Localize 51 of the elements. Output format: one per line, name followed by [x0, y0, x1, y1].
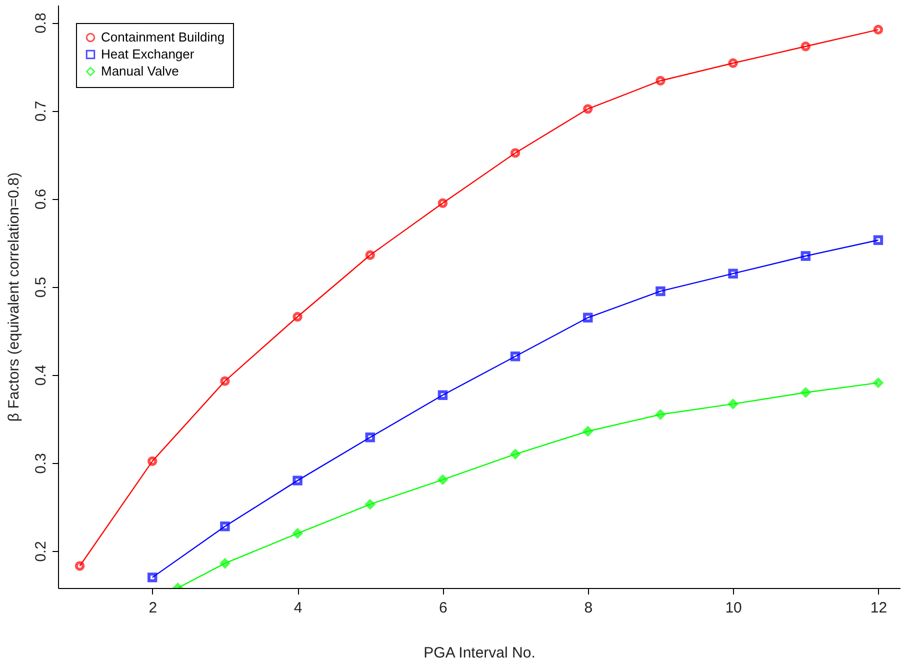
point — [656, 410, 666, 420]
point — [510, 449, 520, 459]
point — [74, 561, 85, 571]
x-tick-label: 8 — [584, 600, 593, 616]
x-axis-title: PGA Interval No. — [424, 644, 536, 662]
x-tick-label: 2 — [148, 600, 158, 616]
point — [438, 198, 448, 208]
point — [800, 251, 810, 261]
point — [438, 474, 448, 485]
point — [873, 378, 884, 388]
x-tick-label: 4 — [294, 600, 302, 616]
y-tick-label: 0.2 — [32, 541, 50, 562]
legend-label: Manual Valve — [101, 64, 179, 78]
point — [365, 432, 375, 442]
point — [583, 312, 593, 322]
y-tick-label: 0.8 — [32, 12, 50, 34]
x-tick-label: 10 — [725, 600, 742, 616]
point — [728, 58, 738, 68]
point — [728, 399, 738, 409]
point — [583, 426, 593, 436]
y-axis-title: β Factors (equivalent correlation=0.8) — [6, 172, 22, 422]
point — [510, 148, 520, 158]
x-tick-label: 6 — [439, 600, 448, 616]
point — [656, 76, 666, 86]
point — [728, 268, 738, 278]
y-tick-label: 0.3 — [32, 453, 50, 474]
x-tick-label: 12 — [870, 600, 888, 616]
y-tick-label: 0.7 — [32, 100, 50, 122]
legend-label: Containment Building — [101, 30, 225, 44]
legend-label: Heat Exchanger — [101, 46, 195, 62]
y-tick-label: 0.6 — [32, 188, 50, 210]
point — [148, 572, 158, 582]
point — [873, 235, 884, 245]
y-tick-label: 0.5 — [32, 276, 50, 298]
point — [292, 312, 302, 322]
point — [365, 250, 375, 260]
point — [510, 352, 520, 362]
point — [292, 528, 302, 538]
point — [438, 390, 448, 400]
point — [873, 24, 884, 35]
point — [220, 558, 230, 568]
point — [292, 476, 302, 486]
point — [583, 104, 593, 114]
point — [365, 499, 375, 510]
point — [220, 376, 230, 386]
point — [656, 286, 666, 296]
point — [800, 42, 810, 52]
point — [148, 456, 158, 466]
y-tick-label: 0.4 — [32, 364, 50, 386]
point — [800, 388, 810, 398]
point — [220, 522, 230, 532]
